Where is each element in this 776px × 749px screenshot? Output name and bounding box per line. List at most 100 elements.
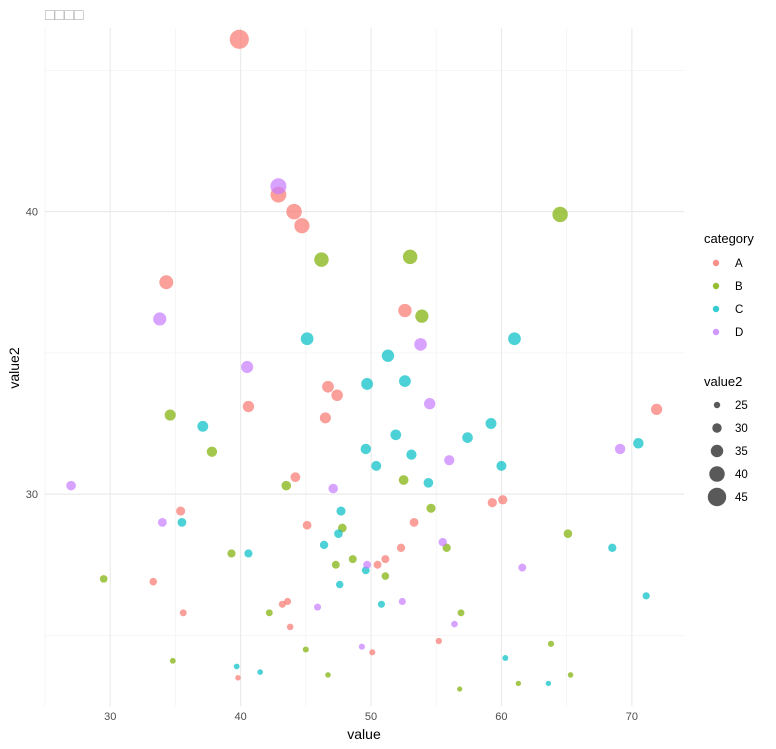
data-point <box>371 460 382 471</box>
data-point <box>197 420 209 432</box>
data-point <box>642 592 650 600</box>
data-point <box>438 537 447 547</box>
data-point <box>265 609 273 617</box>
y-tick-label: 30 <box>26 489 38 501</box>
data-point <box>415 309 429 323</box>
data-point <box>300 332 314 346</box>
data-point <box>426 503 436 513</box>
data-point <box>348 555 357 564</box>
y-axis-title: value2 <box>6 347 22 388</box>
chart-title: □□□□ <box>45 7 84 24</box>
data-point <box>241 360 254 374</box>
data-point <box>99 575 108 583</box>
data-point <box>235 674 241 681</box>
legend-label: D <box>735 327 743 339</box>
data-point <box>515 680 522 687</box>
x-tick-label: 60 <box>495 711 507 723</box>
data-point <box>242 400 255 413</box>
y-tick-label: 40 <box>26 207 38 219</box>
legend-label: C <box>735 304 743 316</box>
data-point <box>176 506 186 516</box>
size-legend: value2 25 30 35 40 45 <box>704 374 748 507</box>
y-axis-ticks: 30 40 <box>26 207 38 502</box>
legend-label: A <box>735 258 743 270</box>
size-legend-swatch <box>710 444 724 458</box>
data-point <box>462 432 473 443</box>
data-point <box>487 497 497 508</box>
grid <box>44 28 684 706</box>
data-point <box>381 349 395 362</box>
size-legend-title: value2 <box>704 374 742 389</box>
data-point <box>314 603 322 611</box>
data-point <box>314 252 329 267</box>
data-point <box>444 455 455 466</box>
data-points <box>66 29 663 692</box>
data-point <box>281 480 292 491</box>
data-point <box>278 600 286 608</box>
data-point <box>360 443 371 455</box>
data-point <box>377 600 385 608</box>
size-legend-swatch <box>712 423 722 433</box>
data-point <box>334 529 343 538</box>
legend-swatch <box>712 259 720 267</box>
data-point <box>177 517 187 527</box>
category-legend-title: category <box>704 231 754 246</box>
data-point <box>302 646 309 653</box>
x-tick-label: 70 <box>626 711 638 723</box>
data-point <box>396 543 406 552</box>
data-point <box>398 303 412 318</box>
size-legend-swatch <box>709 466 725 482</box>
data-point <box>502 655 509 661</box>
data-point <box>398 475 409 485</box>
data-point <box>164 409 176 421</box>
data-point <box>496 460 507 471</box>
data-point <box>608 543 617 552</box>
data-point <box>457 609 465 617</box>
data-point <box>286 623 294 631</box>
size-legend-label: 35 <box>735 446 748 458</box>
data-point <box>322 380 334 393</box>
data-point <box>227 549 236 558</box>
data-point <box>567 672 574 678</box>
data-point <box>169 657 176 664</box>
data-point <box>552 206 568 223</box>
data-point <box>325 672 331 678</box>
data-point <box>424 398 436 410</box>
legend-swatch <box>712 328 720 336</box>
data-point <box>545 680 552 687</box>
data-point <box>399 375 411 388</box>
data-point <box>614 443 626 455</box>
data-point <box>283 597 292 606</box>
x-tick-label: 30 <box>104 711 116 723</box>
data-point <box>363 560 372 569</box>
size-legend-label: 45 <box>735 492 748 504</box>
data-point <box>328 483 338 494</box>
size-legend-label: 40 <box>735 469 748 481</box>
data-point <box>319 540 329 550</box>
data-point <box>331 389 343 402</box>
data-point <box>498 495 508 505</box>
data-point <box>229 29 249 49</box>
size-legend-label: 25 <box>735 400 748 412</box>
data-point <box>159 275 174 290</box>
data-point <box>402 249 418 265</box>
data-point <box>257 669 263 675</box>
legend-swatch <box>712 305 720 313</box>
data-point <box>451 620 458 628</box>
data-point <box>414 338 427 351</box>
data-point <box>373 560 382 569</box>
data-point <box>381 572 390 580</box>
data-point <box>319 412 331 424</box>
data-point <box>650 403 663 415</box>
data-point <box>563 529 573 538</box>
data-point <box>457 686 463 692</box>
data-point <box>390 429 402 441</box>
data-point <box>290 472 301 483</box>
data-point <box>157 517 167 527</box>
data-point <box>331 560 340 569</box>
data-point <box>244 549 253 558</box>
data-point <box>149 577 158 586</box>
x-tick-label: 50 <box>365 711 377 723</box>
